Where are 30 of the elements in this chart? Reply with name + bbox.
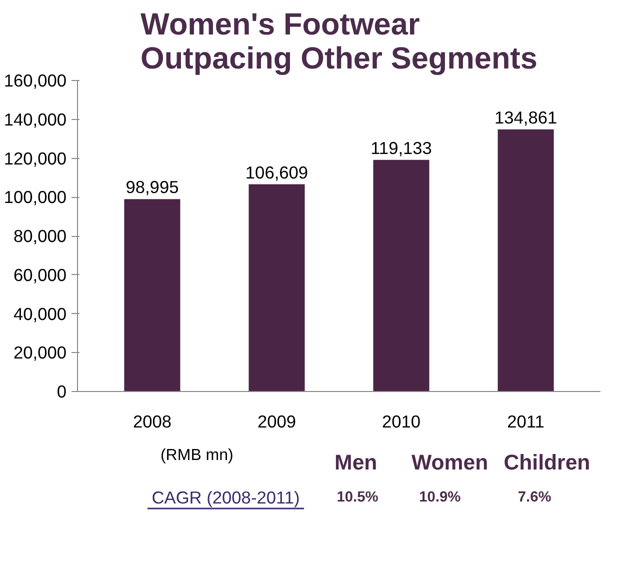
y-tick-label: 160,000 xyxy=(4,70,67,90)
text: 10.9% xyxy=(419,490,461,506)
text: (RMB mn) xyxy=(160,447,234,464)
data-label: 98,995 xyxy=(126,177,179,198)
bar xyxy=(373,160,430,392)
y-tick-label: 60,000 xyxy=(14,264,66,285)
bar xyxy=(498,129,554,392)
text: Children xyxy=(504,450,590,474)
y-tick-label: 140,000 xyxy=(4,109,67,130)
x-tick-label: 2008 xyxy=(132,412,172,432)
bar xyxy=(124,199,180,392)
y-tick-label: 20,000 xyxy=(14,342,66,363)
text: Men xyxy=(334,450,378,474)
data-label: 134,861 xyxy=(494,107,558,128)
x-tick-label: 2009 xyxy=(257,412,296,432)
y-tick-label: 40,000 xyxy=(14,304,66,324)
x-tick-label: 2011 xyxy=(507,412,544,432)
data-label: 106,609 xyxy=(245,162,308,182)
y-tick-label: 120,000 xyxy=(4,148,67,168)
chart-title: Women's Footwear Outpacing Other Segments xyxy=(140,8,538,76)
text: Women xyxy=(411,450,488,474)
text: CAGR (2008-2011) xyxy=(152,488,300,508)
x-tick-label: 2010 xyxy=(382,412,421,432)
text: 7.6% xyxy=(518,490,552,506)
y-tick-label: 0 xyxy=(56,382,67,402)
text: 10.5% xyxy=(336,490,378,506)
y-tick-label: 80,000 xyxy=(14,226,66,246)
y-tick-label: 100,000 xyxy=(4,187,67,208)
data-label: 119,133 xyxy=(370,138,432,158)
bar xyxy=(248,184,305,392)
